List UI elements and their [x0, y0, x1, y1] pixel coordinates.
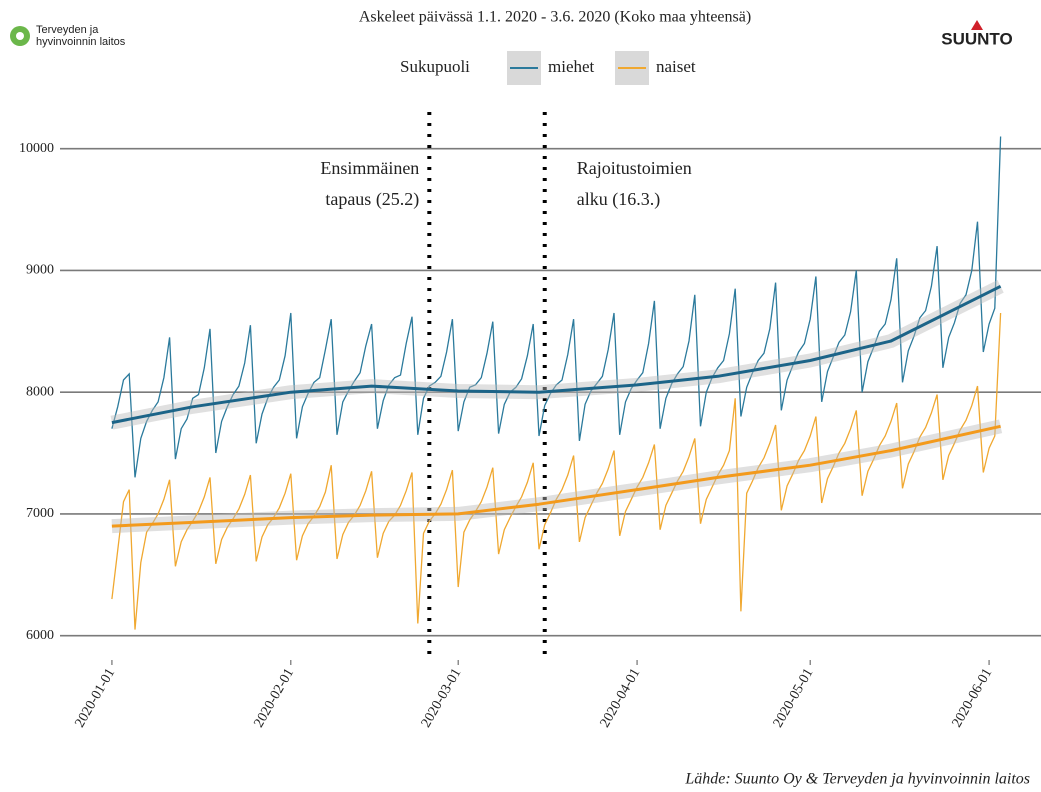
trend-line — [111, 424, 1001, 528]
legend-label: naiset — [656, 57, 696, 76]
x-tick-label: 2020-04-01 — [598, 666, 644, 730]
thl-text: hyvinvoinnin laitos — [36, 36, 126, 48]
y-tick-label: 6000 — [26, 628, 54, 643]
x-tick-label: 2020-01-01 — [73, 666, 119, 730]
series-line — [111, 312, 1002, 630]
trend-band — [110, 280, 1004, 430]
annotation: Rajoitustoimien — [577, 158, 692, 178]
annotation: Ensimmäinen — [320, 158, 419, 178]
x-tick-label: 2020-02-01 — [251, 666, 297, 730]
suunto-logo: SUUNTO — [941, 29, 1012, 48]
suunto-icon — [971, 20, 983, 30]
thl-text: Terveyden ja — [36, 24, 99, 36]
thl-logo: Terveyden ja hyvinvoinnin laitos — [10, 24, 126, 48]
thl-icon-center — [16, 32, 24, 40]
legend-title: Sukupuoli — [400, 57, 470, 76]
y-tick-label: 8000 — [26, 384, 54, 399]
y-tick-label: 10000 — [19, 141, 54, 156]
trend-line — [111, 284, 1002, 425]
legend-label: miehet — [548, 57, 595, 76]
x-tick-label: 2020-05-01 — [771, 666, 817, 730]
annotation: tapaus (25.2) — [325, 189, 419, 210]
series-line — [111, 136, 1002, 478]
y-tick-label: 7000 — [26, 506, 54, 521]
source: Lähde: Suunto Oy & Terveyden ja hyvinvoi… — [684, 771, 1030, 788]
y-tick-label: 9000 — [26, 263, 54, 278]
x-tick-label: 2020-06-01 — [950, 666, 996, 730]
chart-title: Askeleet päivässä 1.1. 2020 - 3.6. 2020 … — [359, 9, 751, 26]
x-tick-label: 2020-03-01 — [419, 666, 465, 730]
annotation: alku (16.3.) — [577, 189, 660, 210]
